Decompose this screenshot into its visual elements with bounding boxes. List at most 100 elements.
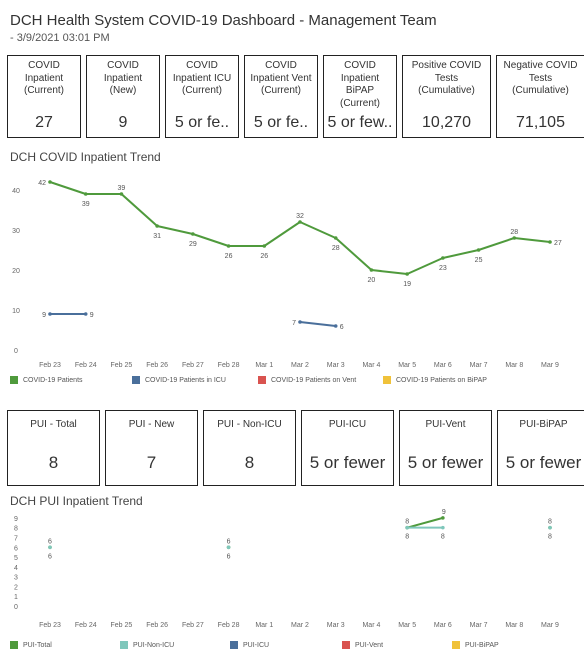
series-line-segment (192, 233, 229, 247)
data-label: 8 (548, 534, 552, 541)
x-tick-label: Feb 24 (75, 622, 97, 629)
legend-swatch (10, 641, 18, 649)
x-tick-label: Mar 7 (470, 362, 488, 369)
x-tick-label: Mar 2 (291, 362, 309, 369)
legend-item[interactable]: COVID-19 Patients on BiPAP (383, 376, 487, 384)
legend-item[interactable]: COVID-19 Patients on Vent (258, 376, 356, 384)
x-tick-label: Feb 24 (75, 362, 97, 369)
covid-legend: COVID-19 Patients COVID-19 Patients in I… (10, 376, 580, 388)
data-point (441, 525, 445, 530)
data-label: 20 (368, 277, 376, 284)
kpi-label: Negative COVID Tests (Cumulative) (503, 60, 578, 96)
kpi-value: 27 (35, 114, 53, 131)
data-point (333, 236, 338, 240)
legend-label: COVID-19 Patients (23, 376, 83, 384)
legend-label: PUI-ICU (243, 641, 270, 649)
kpi-label: COVID Inpatient (Current) (23, 60, 64, 96)
kpi-value: 8 (48, 453, 59, 472)
x-tick-label: Mar 9 (541, 362, 559, 369)
legend-item[interactable]: PUI-ICU (230, 641, 269, 649)
page-subtitle: - 3/9/2021 03:01 PM (10, 32, 110, 44)
kpi-value: 7 (146, 453, 157, 472)
kpi-value: 5 or fewer (407, 453, 484, 472)
kpi-label: PUI-Vent (425, 419, 466, 430)
kpi-value: 5 or fe.. (174, 114, 230, 131)
kpi-card-negative-tests[interactable]: Negative COVID Tests (Cumulative) 71,105 (496, 55, 584, 138)
data-point (83, 312, 88, 316)
x-tick-label: Mar 1 (255, 622, 273, 629)
kpi-label: PUI-ICU (328, 419, 367, 430)
y-tick-label: 1 (14, 594, 18, 601)
legend-label: PUI-Vent (355, 641, 384, 649)
legend-item[interactable]: COVID-19 Patients in ICU (132, 376, 226, 384)
data-point (405, 525, 409, 530)
data-label: 39 (118, 185, 126, 192)
kpi-card-pui-icu[interactable]: PUI-ICU 5 or fewer (301, 410, 394, 486)
data-label: 26 (260, 253, 268, 260)
kpi-card-positive-tests[interactable]: Positive COVID Tests (Cumulative) 10,270 (402, 55, 491, 138)
x-tick-label: Feb 25 (111, 622, 133, 629)
series-line-segment (478, 237, 515, 251)
series-line-segment (442, 249, 479, 259)
kpi-label: PUI - Total (30, 419, 77, 430)
y-tick-label: 9 (14, 516, 18, 523)
y-tick-label: 7 (14, 535, 18, 542)
kpi-value: 5 or fe.. (253, 114, 309, 131)
kpi-row-covid: COVID Inpatient (Current) 27 COVID Inpati… (7, 55, 584, 138)
data-point (512, 236, 517, 240)
data-label: 23 (439, 265, 447, 272)
kpi-value: 9 (118, 114, 128, 131)
kpi-value: 5 or few.. (327, 114, 393, 131)
data-label: 19 (403, 281, 411, 288)
pui-trend-title: DCH PUI Inpatient Trend (10, 494, 143, 508)
kpi-card-pui-new[interactable]: PUI - New 7 (105, 410, 198, 486)
kpi-card-pui-vent[interactable]: PUI-Vent 5 or fewer (399, 410, 492, 486)
series-line-segment (335, 237, 373, 271)
data-label: 39 (82, 201, 90, 208)
kpi-card-covid-icu[interactable]: COVID Inpatient ICU (Current) 5 or fe.. (165, 55, 239, 138)
legend-item[interactable]: COVID-19 Patients (10, 376, 83, 384)
kpi-card-covid-inpatient-current[interactable]: COVID Inpatient (Current) 27 (7, 55, 81, 138)
page-title: DCH Health System COVID-19 Dashboard - M… (10, 12, 437, 29)
y-tick-label: 6 (14, 545, 18, 552)
y-tick-label: 30 (12, 228, 20, 235)
data-label: 31 (153, 233, 161, 240)
data-point (441, 516, 445, 520)
kpi-card-pui-total[interactable]: PUI - Total 8 (7, 410, 100, 486)
legend-swatch (10, 376, 18, 384)
legend-label: COVID-19 Patients on Vent (271, 376, 357, 384)
legend-item[interactable]: PUI-Vent (342, 641, 383, 649)
kpi-card-covid-bipap[interactable]: COVID Inpatient BiPAP (Current) 5 or few.… (323, 55, 397, 138)
series-line-segment (514, 237, 551, 243)
legend-item[interactable]: PUI-Total (10, 641, 52, 649)
series-line-segment (299, 321, 336, 327)
kpi-label: COVID Inpatient Vent (Current) (250, 60, 312, 96)
legend-item[interactable]: PUI-BiPAP (452, 641, 499, 649)
data-label: 25 (475, 257, 483, 264)
kpi-card-pui-bipap[interactable]: PUI-BiPAP 5 or fewer (497, 410, 584, 486)
kpi-label: COVID Inpatient BiPAP (Current) (339, 60, 380, 109)
y-tick-label: 0 (14, 348, 18, 355)
y-tick-label: 20 (12, 268, 20, 275)
y-tick-label: 40 (12, 188, 20, 195)
kpi-card-covid-vent[interactable]: COVID Inpatient Vent (Current) 5 or fe.. (244, 55, 318, 138)
kpi-card-pui-non-icu[interactable]: PUI - Non-ICU 8 (203, 410, 296, 486)
data-label: 9 (442, 509, 446, 516)
legend-swatch (230, 641, 238, 649)
legend-swatch (342, 641, 350, 649)
data-label: 6 (48, 538, 52, 545)
series-line-segment (263, 221, 301, 247)
data-label: 7 (292, 320, 296, 327)
legend-label: PUI-Total (23, 641, 52, 649)
data-point (262, 244, 267, 248)
data-point (548, 525, 552, 530)
x-tick-label: Feb 23 (39, 362, 61, 369)
pui-legend: PUI-Total PUI-Non-ICU PUI-ICU PUI-Vent P… (10, 641, 580, 653)
x-tick-label: Mar 6 (434, 362, 452, 369)
y-tick-label: 5 (14, 555, 18, 562)
data-point (119, 192, 124, 196)
x-tick-label: Mar 7 (470, 622, 488, 629)
series-line-segment (299, 221, 337, 239)
kpi-card-covid-inpatient-new[interactable]: COVID Inpatient (New) 9 (86, 55, 160, 138)
legend-item[interactable]: PUI-Non-ICU (120, 641, 174, 649)
